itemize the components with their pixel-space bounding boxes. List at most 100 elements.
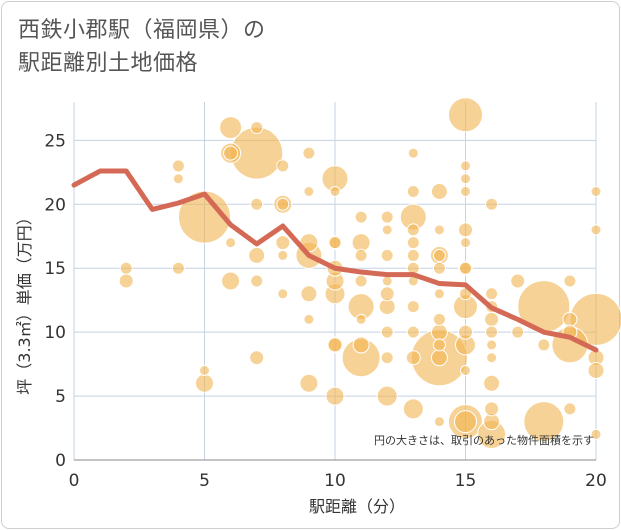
bubble-point	[277, 249, 289, 261]
bubble-point	[276, 159, 290, 173]
axis-ticks: 0 5 10 15 20 0 5 10 15 20 25	[44, 131, 606, 491]
bubble-point	[432, 338, 446, 352]
bubble-point	[458, 222, 473, 238]
bubble-point	[171, 159, 185, 173]
bubble-point	[118, 273, 134, 289]
bubble-point	[221, 271, 241, 291]
bubble-point	[430, 183, 448, 200]
bubble-point	[172, 173, 184, 185]
bubble-point	[248, 246, 266, 264]
bubble-point	[537, 338, 551, 352]
bubble-point	[299, 373, 319, 393]
x-tick-label: 5	[199, 471, 210, 491]
average-price-line	[71, 168, 599, 353]
bubble-point	[303, 313, 315, 325]
y-tick-label: 20	[44, 195, 66, 215]
bubble-point	[460, 173, 471, 185]
bubble-point	[459, 261, 472, 275]
bubble-point	[587, 362, 605, 379]
bubble-point	[275, 235, 291, 251]
x-tick-label: 10	[324, 471, 346, 491]
bubble-point	[460, 186, 471, 197]
bubble-point	[277, 288, 289, 300]
bubble-point	[483, 374, 501, 392]
y-tick-label: 10	[44, 323, 66, 343]
bubble-point	[380, 325, 394, 339]
bubble-point	[432, 261, 446, 275]
bubble-point	[219, 116, 243, 140]
x-tick-label: 20	[585, 471, 607, 491]
bubble-point	[448, 97, 483, 133]
bubble-point	[433, 416, 445, 428]
bubble-point	[458, 324, 473, 340]
bubble-point	[563, 274, 577, 288]
bubble-point	[250, 197, 264, 211]
bubble-point	[380, 210, 394, 224]
y-tick-label: 25	[44, 131, 66, 151]
x-tick-label: 0	[69, 471, 80, 491]
bubble-point	[380, 248, 394, 262]
bubble-point	[406, 223, 420, 237]
bubble-point	[406, 325, 420, 339]
bubble-series	[118, 97, 621, 449]
bubble-point	[433, 288, 445, 300]
bubble-point	[484, 311, 500, 327]
bubble-point	[300, 285, 318, 303]
bubble-point	[407, 147, 419, 159]
bubble-point	[485, 325, 499, 339]
bubble-point	[379, 286, 395, 302]
bubble-point	[590, 186, 602, 197]
bubble-point	[199, 365, 210, 376]
bubble-point	[460, 160, 471, 172]
chart-title-line1: 西鉄小郡駅（福岡県）の	[18, 18, 266, 43]
bubble-point	[405, 350, 421, 366]
bubble-point	[562, 311, 578, 327]
y-tick-label: 5	[55, 387, 66, 407]
bubble-point	[511, 325, 525, 339]
bubble-point	[249, 350, 265, 366]
bubble-point	[460, 237, 471, 249]
bubble-point	[119, 261, 133, 275]
bubble-point	[223, 145, 239, 161]
x-tick-label: 15	[455, 471, 477, 491]
size-annotation: 円の大きさは、取引のあった物件面積を示す	[374, 433, 594, 447]
bubble-point	[486, 352, 498, 364]
bubble-point	[302, 146, 316, 160]
bubble-point	[486, 339, 498, 351]
bubble-point	[328, 236, 342, 250]
bubble-point	[178, 190, 231, 244]
bubble-point	[510, 273, 526, 289]
bubble-point	[406, 236, 420, 250]
bubble-point	[406, 248, 420, 262]
bubble-point	[402, 398, 424, 420]
bubble-point	[354, 274, 368, 288]
bubble-point	[485, 197, 499, 211]
bubble-point	[432, 312, 446, 326]
bubble-point	[523, 401, 565, 443]
bubble-point	[354, 248, 368, 262]
bubble-point	[381, 224, 393, 236]
bubble-point	[325, 386, 345, 406]
bubble-point	[406, 300, 420, 314]
bubble-point	[460, 365, 471, 376]
bubble-point	[250, 274, 264, 288]
bubble-point	[590, 224, 602, 236]
bubble-point	[380, 351, 394, 365]
bubble-point	[225, 237, 237, 249]
bubble-point	[354, 210, 368, 224]
bubble-point	[432, 248, 446, 262]
bubble-point	[327, 337, 343, 353]
bubble-point	[590, 428, 602, 440]
trend-series	[71, 168, 599, 353]
bubble-point	[406, 185, 420, 198]
bubble-point	[276, 197, 290, 211]
chart-title-line2: 駅距離別土地価格	[18, 51, 199, 76]
bubble-point	[329, 186, 341, 197]
y-tick-label: 0	[55, 451, 66, 471]
y-axis-label: 坪（3.3㎡）単価（万円）	[15, 209, 34, 394]
bubble-point	[433, 224, 445, 236]
bubble-point	[376, 385, 398, 407]
bubble-point	[381, 275, 393, 287]
bubble-point	[430, 349, 448, 367]
